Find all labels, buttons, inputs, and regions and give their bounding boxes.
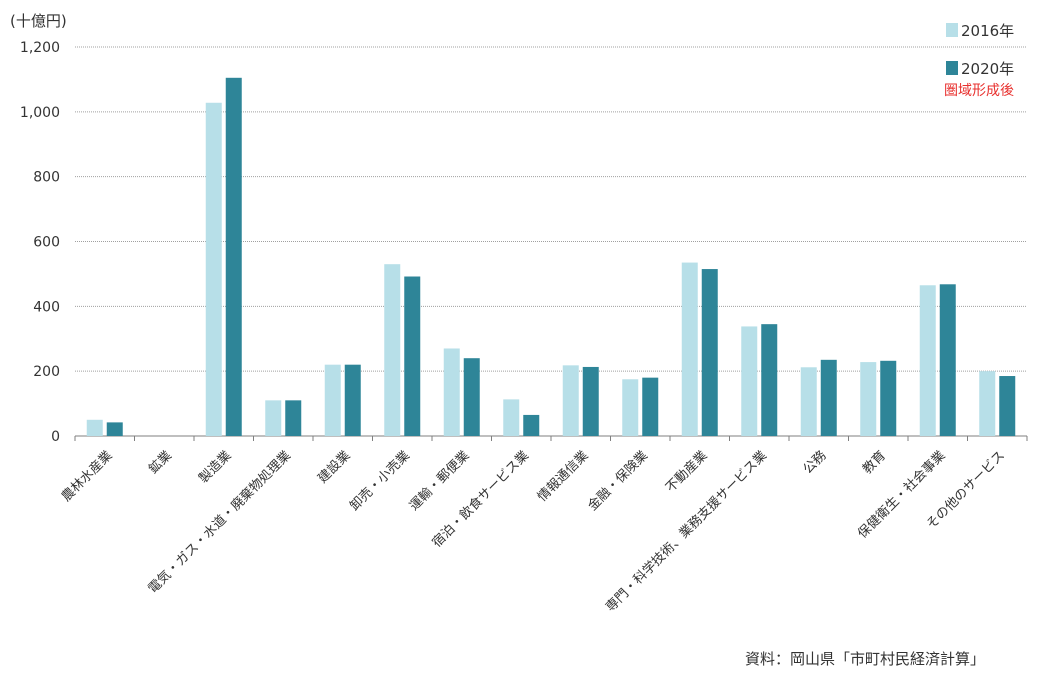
bar-2016 [860,362,877,436]
bar-2020 [999,376,1016,436]
bar-2016 [443,348,460,436]
bar-2020 [820,359,837,436]
legend-item-2016: 2016年 [946,20,1014,41]
legend-label-2020: 2020年 [961,60,1015,78]
y-tick-label: 400 [33,299,60,315]
y-tick-label: 1,000 [20,105,60,121]
bar-2020 [106,422,123,436]
y-tick-label: 0 [51,429,60,445]
bar-2020 [880,360,897,436]
x-category-label: 情報通信業 [534,448,591,505]
y-tick-label: 600 [33,235,60,251]
bar-2016 [979,371,996,436]
bar-2020 [523,414,540,436]
bar-2016 [205,102,222,437]
x-category-label: 卸売・小売業 [347,448,413,514]
bar-2020 [463,358,480,436]
bar-2016 [562,365,579,436]
x-category-label: 建設業 [315,448,354,487]
x-category-label: 教育 [859,448,889,478]
bar-2020 [701,269,718,436]
bar-2016 [384,264,401,436]
bar-2020 [582,366,599,436]
y-tick-label: 200 [33,364,60,380]
bar-2016 [681,262,698,436]
x-category-label: 鉱業 [145,448,175,478]
y-tick-label: 800 [33,170,60,186]
bar-2020 [404,276,421,436]
bar-2020 [642,377,659,436]
legend-swatch-2016 [946,23,958,37]
bar-2016 [324,364,341,436]
bar-2016 [919,285,936,436]
bar-2020 [225,77,242,436]
bar-2020 [939,284,956,436]
bar-2016 [741,326,758,436]
source-note: 資料：岡山県「市町村民経済計算」 [745,650,986,668]
bar-2016 [86,419,103,436]
x-category-label: 運輸・郵便業 [406,448,472,514]
bar-2016 [800,367,817,436]
bar-2020 [285,400,302,436]
x-category-label: 不動産業 [662,448,710,496]
x-category-label: 公務 [801,448,830,477]
bar-2016 [503,399,520,436]
legend-note: 圏域形成後 [944,83,1014,99]
legend-swatch-2020 [946,61,958,75]
x-category-label: 製造業 [196,448,235,487]
legend-label-2016: 2016年 [961,22,1015,40]
x-category-label: 農林水産業 [58,448,115,505]
y-tick-label: 1,200 [20,40,60,56]
y-axis-unit-label: (十億円) [10,12,67,30]
bar-2020 [761,324,778,436]
bar-2020 [344,364,361,436]
x-category-label: 宿泊・飲食サービス業 [429,448,532,551]
bar-2016 [265,400,282,436]
bar-2016 [622,379,639,436]
x-category-label: 金融・保険業 [585,448,651,514]
legend-item-2020: 2020年 [946,58,1014,79]
